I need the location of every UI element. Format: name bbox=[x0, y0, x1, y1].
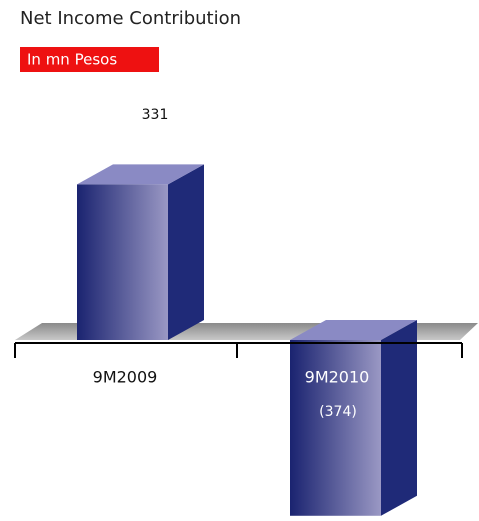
chart-title: Net Income Contribution bbox=[20, 8, 241, 29]
subtitle-box bbox=[20, 47, 159, 72]
bar-side bbox=[381, 320, 417, 516]
bar-top bbox=[77, 164, 204, 185]
bar-top bbox=[290, 320, 417, 340]
x-tick-label: 9M2009 bbox=[93, 368, 158, 387]
x-tick-label: 9M2010 bbox=[305, 368, 370, 387]
value-label: 331 bbox=[142, 107, 169, 123]
bar-side bbox=[168, 164, 204, 340]
chart-subtitle: In mn Pesos bbox=[27, 51, 117, 69]
value-label: (374) bbox=[319, 404, 357, 420]
bar bbox=[290, 340, 381, 516]
bar bbox=[77, 184, 168, 340]
